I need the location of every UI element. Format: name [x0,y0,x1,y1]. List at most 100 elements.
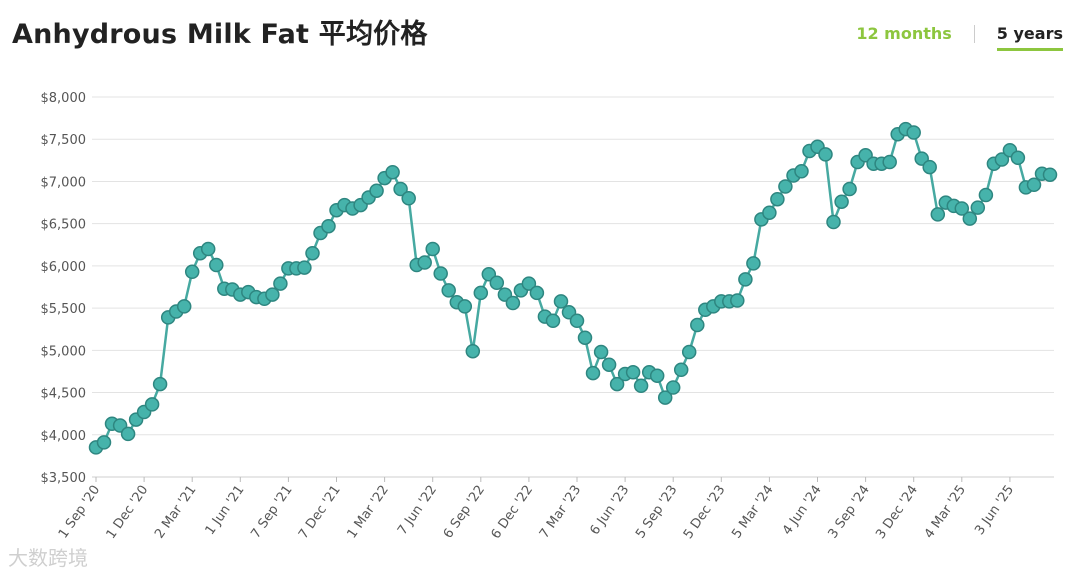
data-point[interactable] [738,272,753,287]
x-tick-label: 3 Dec '24 [873,483,921,542]
data-point[interactable] [633,378,649,394]
data-point[interactable] [465,343,481,359]
y-tick-label: $3,500 [41,471,87,486]
data-point[interactable] [1010,150,1026,166]
x-tick-label: 4 Mar '25 [922,483,969,542]
x-tick-label: 7 Mar '23 [537,483,584,542]
tab-5-years[interactable]: 5 years [996,24,1063,51]
x-tick-label: 6 Sep '22 [441,483,488,542]
data-point[interactable] [585,365,601,381]
data-point[interactable] [473,285,489,301]
data-point[interactable] [505,295,521,311]
x-tick-label: 1 Sep '20 [56,483,103,542]
data-point[interactable] [1026,177,1042,193]
data-point[interactable] [593,344,609,360]
y-tick-label: $4,500 [41,387,87,402]
data-point[interactable] [144,397,160,412]
tab-divider [973,24,975,43]
series-price [88,121,1058,455]
data-point[interactable] [649,368,665,383]
x-tick-label: 1 Jun '21 [203,483,248,538]
y-tick-label: $7,500 [41,133,87,148]
x-axis: 1 Sep '20 1 Dec '20 2 Mar '21 1 Jun '21 7 Se… [56,477,1017,542]
data-point[interactable] [970,200,986,215]
data-point[interactable] [922,159,937,175]
data-point[interactable] [625,365,641,380]
data-point[interactable] [762,205,777,220]
data-point[interactable] [425,241,440,257]
data-point[interactable] [265,287,280,302]
x-tick-label: 6 Dec '22 [488,483,536,542]
data-point[interactable] [930,207,946,222]
data-point[interactable] [962,211,978,226]
data-point[interactable] [433,266,448,281]
data-point[interactable] [273,276,288,291]
watermark: 大数跨境 [8,546,88,570]
data-point[interactable] [417,255,432,270]
range-tabs: 12 months 5 years [856,24,1063,51]
data-point[interactable] [441,283,456,298]
data-point[interactable] [746,256,761,271]
data-point[interactable] [545,313,561,329]
data-point[interactable] [826,214,841,230]
x-tick-label: 5 Sep '23 [633,483,680,542]
x-tick-label: 2 Mar '21 [152,483,199,542]
data-point[interactable] [730,293,745,308]
data-point[interactable] [818,147,833,162]
data-point[interactable] [665,380,681,395]
y-tick-label: $6,500 [41,218,87,233]
data-point[interactable] [690,317,705,333]
data-point[interactable] [882,154,897,170]
data-point[interactable] [569,313,585,329]
data-point[interactable] [681,344,697,360]
data-point[interactable] [200,241,216,257]
x-tick-label: 4 Jun '24 [780,483,825,538]
data-point[interactable] [385,164,400,180]
data-point[interactable] [553,294,569,309]
data-point[interactable] [521,276,537,291]
data-point[interactable] [369,183,384,198]
data-point[interactable] [834,194,849,209]
x-tick-label: 5 Mar '24 [729,483,776,542]
data-point[interactable] [770,191,785,207]
data-point[interactable] [1042,167,1058,182]
tab-12-months[interactable]: 12 months [856,24,952,43]
y-tick-label: $5,000 [41,344,87,359]
data-point[interactable] [842,181,857,197]
data-point[interactable] [778,179,793,194]
data-point[interactable] [184,264,200,280]
data-point[interactable] [96,435,112,450]
page-title: Anhydrous Milk Fat 平均价格 [12,19,428,50]
data-point[interactable] [176,299,192,314]
x-tick-label: 7 Jun '22 [395,483,440,538]
data-point[interactable] [529,285,545,301]
x-tick-label: 7 Sep '21 [248,483,295,542]
data-point[interactable] [152,376,168,392]
data-point[interactable] [305,245,320,261]
x-tick-label: 3 Sep '24 [826,483,873,542]
data-point[interactable] [978,187,994,203]
x-tick-label: 5 Dec '23 [681,483,729,542]
data-point[interactable] [954,201,970,216]
data-point[interactable] [794,164,809,179]
data-point[interactable] [457,299,473,314]
data-point[interactable] [577,330,593,345]
y-tick-label: $7,000 [41,175,87,190]
data-point[interactable] [209,257,224,273]
data-point[interactable] [120,426,136,442]
y-axis: $8,000 $7,500 $7,000 $6,500 $6,000 $5,500 $5,0… [41,91,87,486]
data-point[interactable] [489,275,505,291]
x-tick-label: 3 Jun '25 [972,483,1017,538]
data-point[interactable] [609,376,625,392]
data-point[interactable] [401,191,416,206]
x-tick-label: 7 Dec '21 [296,483,344,542]
data-point[interactable] [601,357,617,372]
data-point[interactable] [321,218,336,234]
data-point[interactable] [994,152,1010,167]
data-point[interactable] [393,181,408,197]
data-point[interactable] [906,125,921,140]
x-tick-label: 1 Dec '20 [104,483,152,542]
data-point[interactable] [297,260,312,275]
data-point[interactable] [657,390,673,405]
data-point[interactable] [673,362,689,378]
